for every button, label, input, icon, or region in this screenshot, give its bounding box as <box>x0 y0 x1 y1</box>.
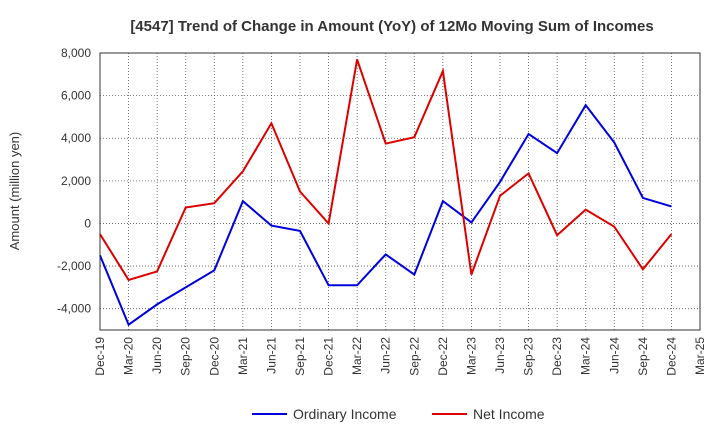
x-tick-label: Jun-24 <box>607 337 621 374</box>
x-tick-label: Mar-20 <box>122 337 136 375</box>
y-axis-label: Amount (million yen) <box>7 132 22 251</box>
x-tick-label: Sep-24 <box>636 337 650 376</box>
x-tick-label: Mar-25 <box>693 337 707 375</box>
y-tick-label: -2,000 <box>57 259 91 273</box>
y-tick-label: 4,000 <box>61 131 91 145</box>
series-lines <box>99 59 673 327</box>
x-tick-label: Dec-22 <box>436 337 450 376</box>
x-tick-label: Mar-24 <box>579 337 593 375</box>
x-tick-label: Jun-21 <box>264 337 278 374</box>
x-tick-label: Mar-23 <box>464 337 478 375</box>
plot-area <box>100 53 700 330</box>
x-tick-label: Mar-21 <box>236 337 250 375</box>
x-tick-label: Jun-22 <box>379 337 393 374</box>
series-line-net-income <box>99 59 673 282</box>
series-line-ordinary-income <box>99 103 672 327</box>
x-tick-label: Dec-21 <box>322 337 336 376</box>
x-tick-label: Jun-23 <box>493 337 507 374</box>
y-tick-label: -4,000 <box>57 302 91 316</box>
legend-label: Ordinary Income <box>293 406 397 422</box>
x-tick-label: Sep-23 <box>522 337 536 376</box>
x-tick-label: Jun-20 <box>150 337 164 374</box>
x-tick-label: Mar-22 <box>350 337 364 375</box>
x-tick-label: Dec-19 <box>93 337 107 376</box>
legend-label: Net Income <box>473 406 545 422</box>
x-tick-label: Dec-24 <box>664 337 678 376</box>
x-tick-label: Sep-20 <box>179 337 193 376</box>
legend: Ordinary Income Net Income <box>252 406 545 422</box>
tick-labels: -4,000 -2,000 0 2,000 4,000 6,000 8,000 Dec-19 M… <box>57 46 707 376</box>
y-tick-label: 2,000 <box>61 174 91 188</box>
x-tick-label: Sep-22 <box>407 337 421 376</box>
y-tick-label: 8,000 <box>61 46 91 60</box>
x-tick-label: Dec-20 <box>207 337 221 376</box>
y-tick-label: 0 <box>84 216 91 230</box>
y-tick-label: 6,000 <box>61 89 91 103</box>
x-tick-label: Dec-23 <box>550 337 564 376</box>
plot-frame <box>99 52 701 331</box>
x-tick-label: Sep-21 <box>293 337 307 376</box>
chart-title: [4547] Trend of Change in Amount (YoY) o… <box>130 18 653 35</box>
